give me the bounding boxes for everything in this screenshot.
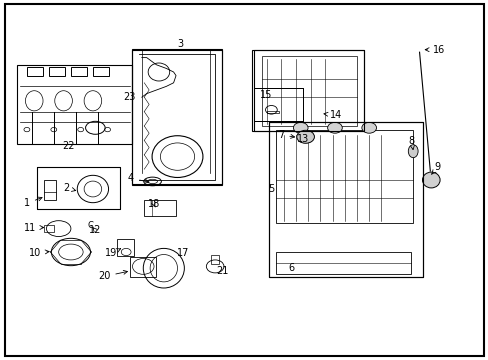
Bar bbox=[268, 122, 422, 277]
Text: 2: 2 bbox=[63, 183, 76, 193]
Bar bbox=[27, 67, 42, 76]
Bar bbox=[37, 167, 120, 209]
Text: 3: 3 bbox=[177, 39, 183, 49]
Bar bbox=[251, 50, 364, 131]
Ellipse shape bbox=[327, 122, 342, 133]
Text: 1: 1 bbox=[24, 197, 42, 208]
Bar bbox=[266, 111, 278, 113]
Text: 5: 5 bbox=[268, 184, 274, 194]
Text: 4: 4 bbox=[128, 173, 149, 183]
Text: C: C bbox=[87, 220, 93, 230]
Bar bbox=[93, 67, 108, 76]
Bar bbox=[49, 67, 64, 76]
Bar bbox=[211, 255, 219, 264]
Bar bbox=[254, 50, 364, 131]
Bar bbox=[261, 56, 356, 126]
Bar bbox=[254, 88, 303, 121]
Text: 15: 15 bbox=[260, 90, 272, 100]
Text: 8: 8 bbox=[408, 136, 414, 149]
Bar bbox=[44, 225, 54, 232]
Bar bbox=[254, 88, 303, 121]
Bar bbox=[117, 239, 134, 256]
Text: 16: 16 bbox=[425, 45, 445, 55]
Bar bbox=[17, 65, 132, 144]
Text: 13: 13 bbox=[296, 134, 309, 144]
Bar bbox=[37, 167, 120, 209]
Text: 23: 23 bbox=[123, 92, 136, 102]
Bar bbox=[44, 180, 56, 200]
Ellipse shape bbox=[422, 172, 439, 188]
Text: 17: 17 bbox=[177, 248, 189, 258]
Ellipse shape bbox=[293, 122, 307, 133]
Ellipse shape bbox=[407, 145, 417, 158]
Bar bbox=[268, 122, 422, 277]
Text: 12: 12 bbox=[89, 225, 102, 235]
Bar bbox=[132, 49, 222, 184]
Text: 18: 18 bbox=[147, 199, 160, 210]
Ellipse shape bbox=[296, 130, 314, 143]
Bar bbox=[71, 67, 86, 76]
Text: 7: 7 bbox=[278, 130, 294, 140]
Text: 9: 9 bbox=[431, 162, 440, 174]
Text: 11: 11 bbox=[24, 222, 43, 233]
Bar bbox=[132, 50, 222, 185]
Text: 6: 6 bbox=[287, 263, 293, 273]
Text: 22: 22 bbox=[62, 141, 75, 151]
Text: 21: 21 bbox=[216, 266, 228, 276]
Text: 19: 19 bbox=[105, 248, 121, 258]
Text: 10: 10 bbox=[29, 248, 49, 258]
Bar bbox=[276, 252, 410, 274]
Bar bbox=[276, 130, 412, 223]
Bar bbox=[129, 257, 156, 277]
Ellipse shape bbox=[361, 122, 376, 133]
Bar bbox=[144, 200, 176, 216]
Text: 20: 20 bbox=[98, 270, 127, 282]
Text: 14: 14 bbox=[324, 110, 342, 120]
